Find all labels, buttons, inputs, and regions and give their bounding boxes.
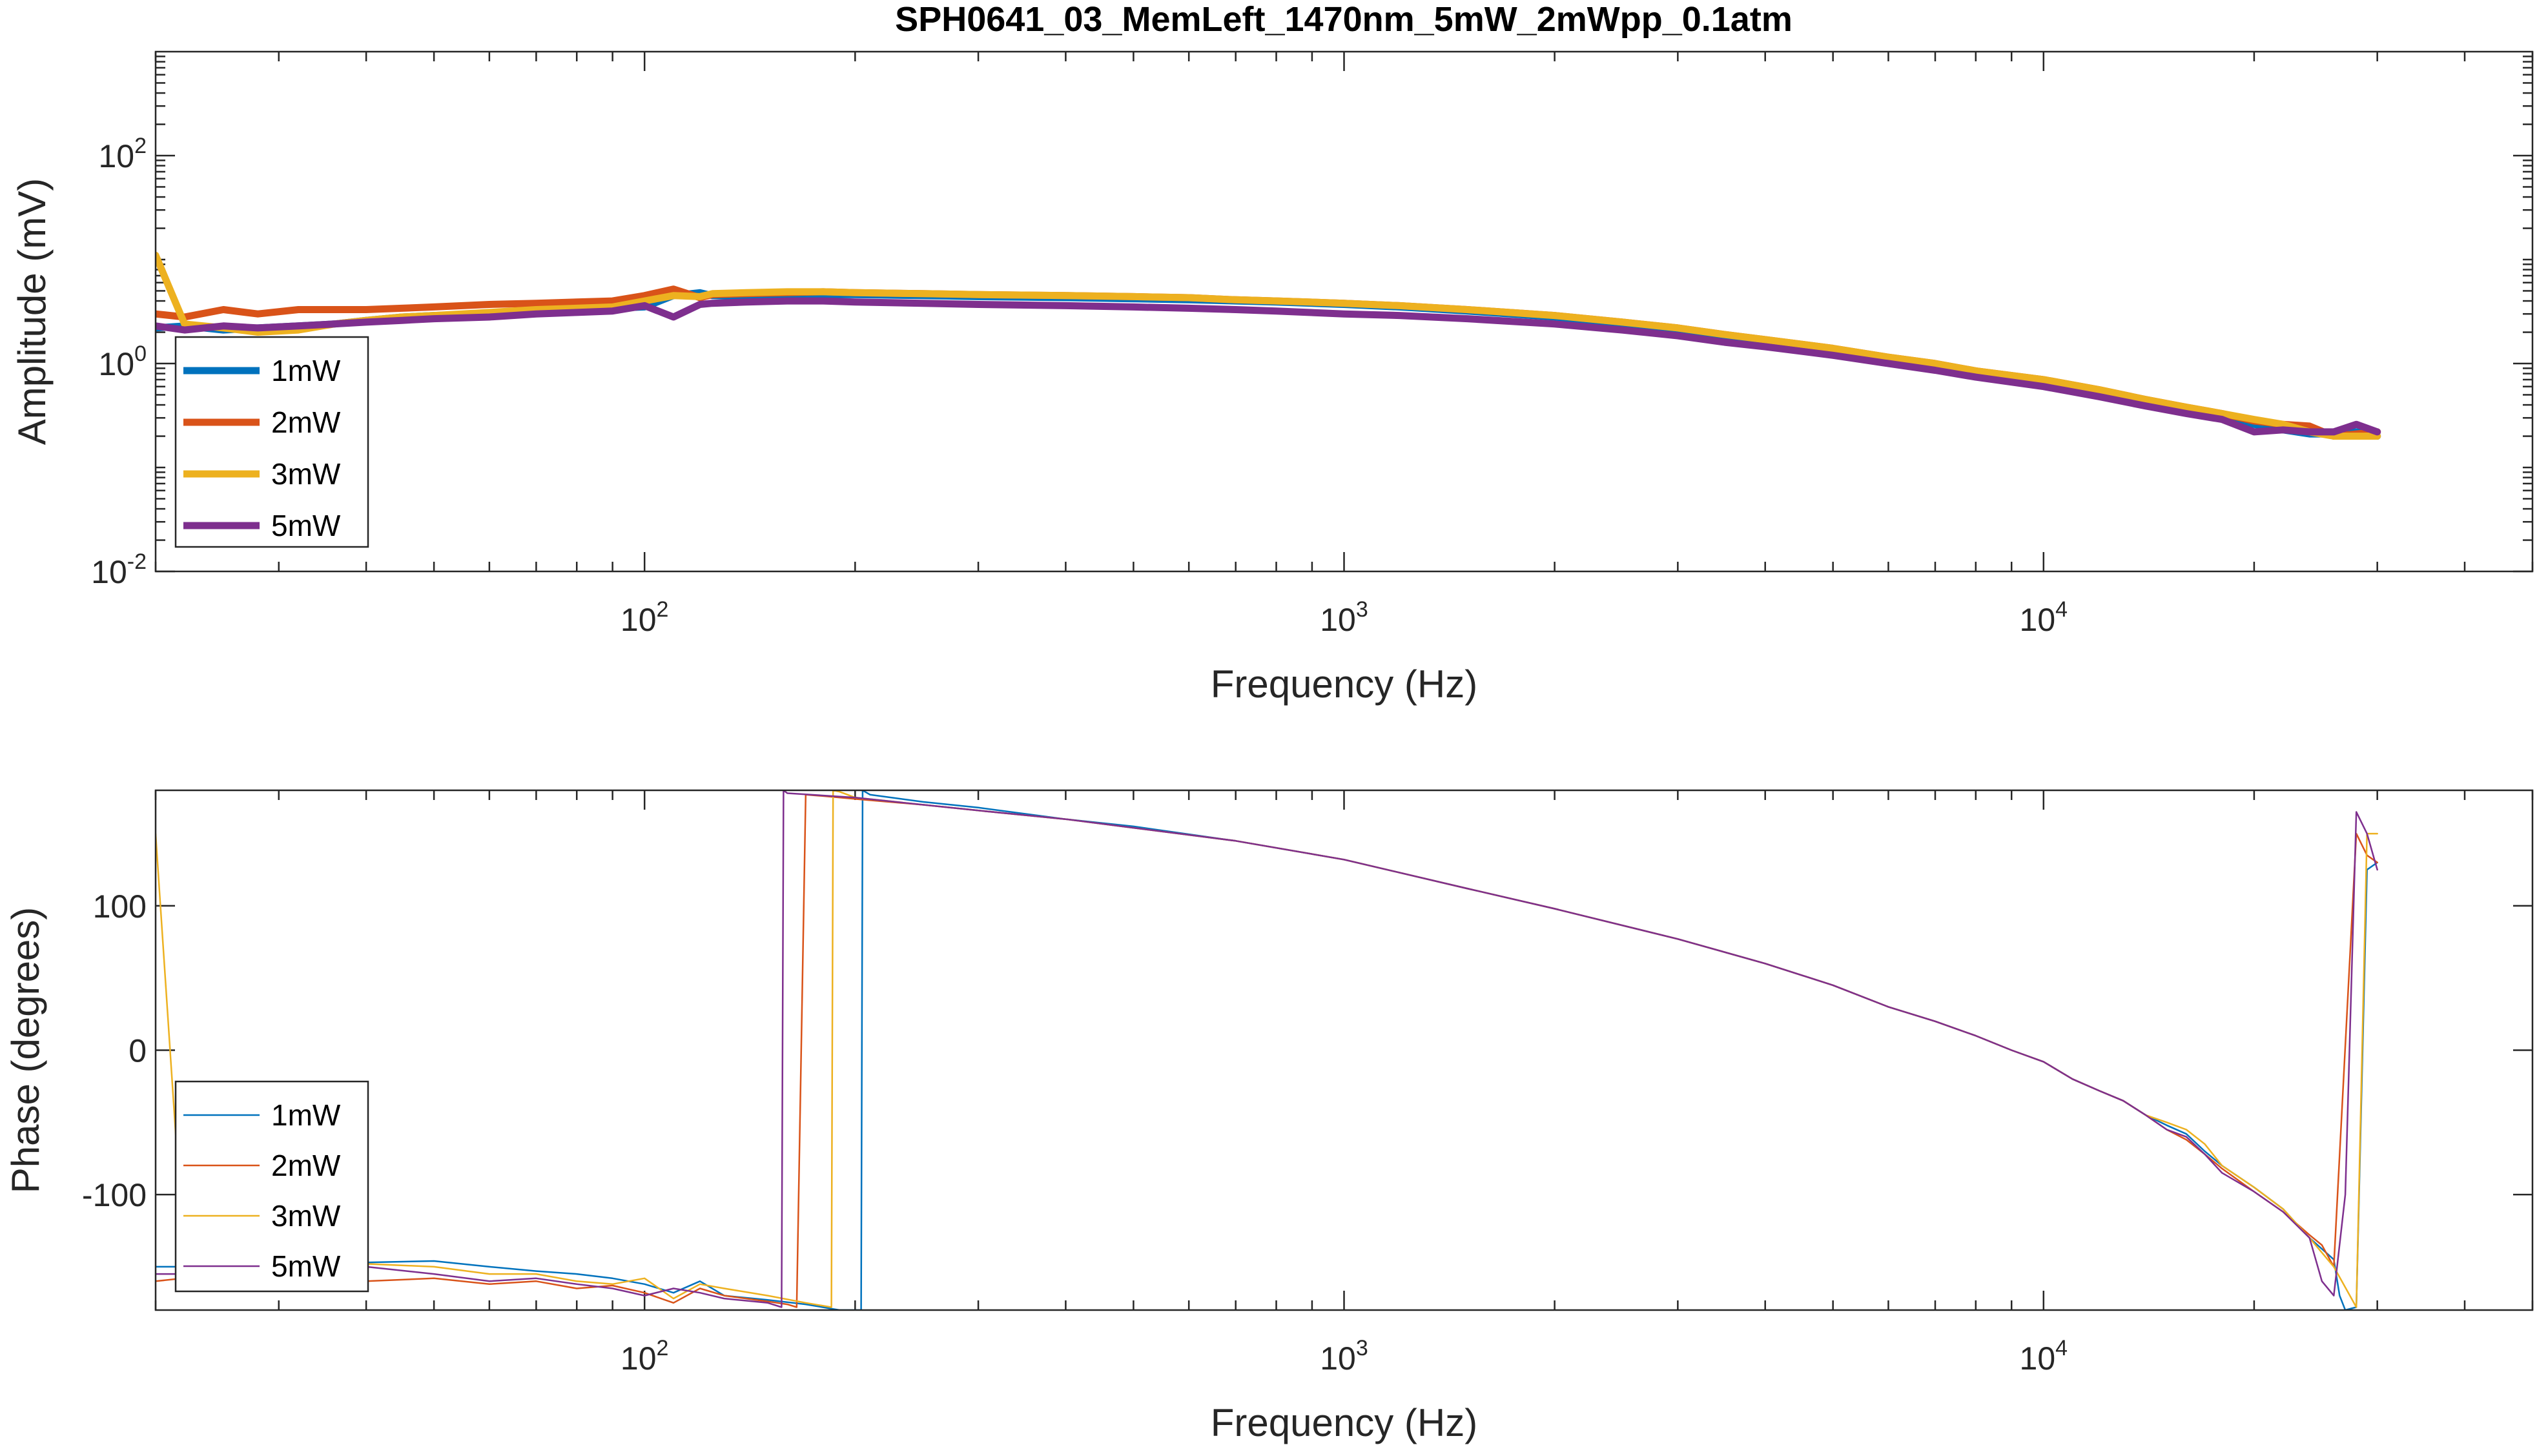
series-group	[156, 251, 2381, 440]
x-tick-label: 102	[621, 1336, 669, 1377]
legend: 1mW 2mW 3mW 5mW	[174, 336, 369, 548]
x-tick-label: 103	[1320, 597, 1368, 638]
y-tick-label: -100	[82, 1177, 147, 1213]
legend-label-3mW: 3mW	[271, 457, 341, 491]
y-axis-label: Phase (degrees)	[4, 907, 47, 1194]
legend-box	[174, 1080, 369, 1293]
legend-label-3mW: 3mW	[271, 1199, 341, 1233]
y-tick-label: 10-2	[91, 549, 147, 590]
legend-label-2mW: 2mW	[271, 1149, 341, 1182]
x-tick-label: 104	[2020, 1336, 2068, 1377]
legend: 1mW 2mW 3mW 5mW	[174, 1080, 369, 1293]
y-tick-label: 0	[128, 1033, 147, 1069]
phase-plot: 102 103 104 100 0 -100 Frequency (Hz) Phase (de…	[4, 789, 2534, 1444]
y-tick-label: 100	[98, 342, 147, 382]
figure-title: SPH0641_03_MemLeft_1470nm_5mW_2mWpp_0.1a…	[895, 0, 1792, 39]
legend-label-5mW: 5mW	[271, 509, 341, 542]
amplitude-plot: 102 103 104 10-2 100 102 Frequency (Hz) Amplitu…	[10, 50, 2534, 706]
y-tick-label: 102	[98, 134, 147, 174]
series-line-5mW	[156, 297, 2381, 436]
x-tick-label: 103	[1320, 1336, 1368, 1377]
y-axis-label: Amplitude (mV)	[10, 178, 54, 445]
legend-label-1mW: 1mW	[271, 1098, 341, 1132]
series-line-3mW	[156, 251, 2381, 440]
x-tick-label: 102	[621, 597, 669, 638]
legend-label-2mW: 2mW	[271, 405, 341, 439]
y-tick-label: 100	[93, 888, 147, 925]
x-axis-label: Frequency (Hz)	[1211, 662, 1477, 706]
series-group	[156, 790, 2378, 1310]
x-axis-label: Frequency (Hz)	[1211, 1401, 1477, 1444]
plot-frame	[154, 789, 2534, 1311]
legend-box	[174, 336, 369, 548]
x-tick-label: 104	[2020, 597, 2068, 638]
series-line-5mW	[156, 790, 2378, 1308]
plot-frame	[154, 50, 2534, 573]
legend-label-1mW: 1mW	[271, 354, 341, 387]
legend-label-5mW: 5mW	[271, 1249, 341, 1283]
